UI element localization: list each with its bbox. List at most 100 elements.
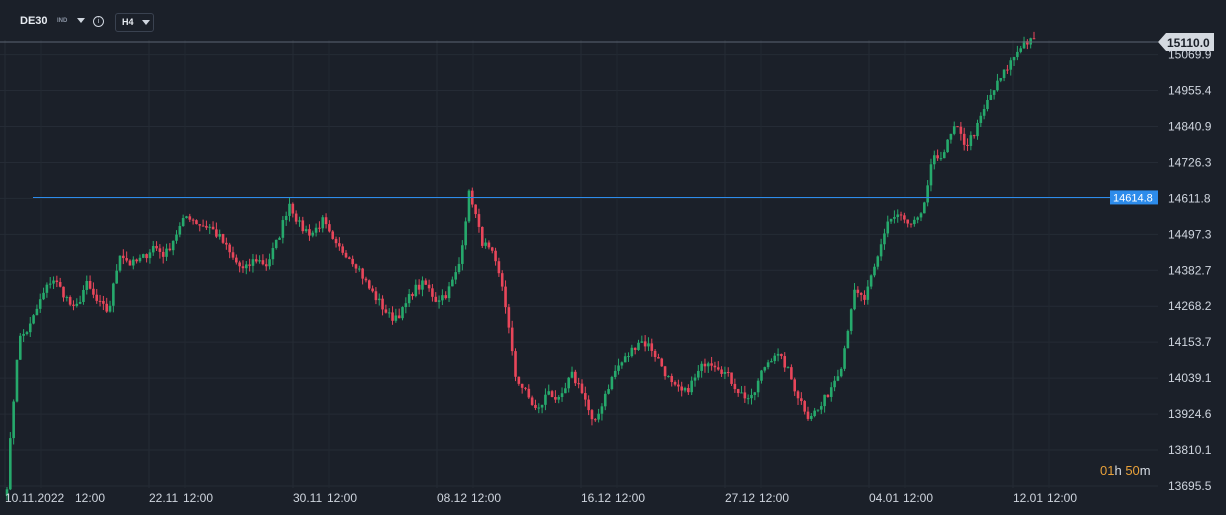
candle-body — [630, 347, 634, 357]
candle-body — [683, 388, 687, 391]
candle-body — [926, 185, 929, 203]
candle-body — [78, 301, 82, 304]
candle-body — [849, 309, 853, 331]
candle-body — [617, 365, 620, 371]
candle-body — [883, 233, 886, 245]
candle-body — [278, 237, 281, 240]
candle-body — [141, 254, 145, 258]
candle-body — [740, 392, 743, 394]
candle-body — [175, 234, 178, 241]
candle-body — [1022, 41, 1026, 49]
candle-body — [461, 245, 464, 264]
candle-body — [195, 220, 198, 225]
candle-body — [773, 355, 777, 362]
candle-body — [986, 99, 989, 110]
symbol-dropdown-icon[interactable] — [77, 18, 85, 23]
candle-body — [803, 401, 806, 412]
candle-body — [520, 383, 524, 388]
candle-body — [168, 248, 172, 251]
chevron-down-icon — [142, 20, 150, 25]
candle-body — [939, 158, 943, 160]
candle-body — [411, 294, 414, 297]
time-axis[interactable]: 10.11.2022 12:00 22.11 12:00 30.11 12:00 08.12… — [5, 491, 1077, 505]
candle-body — [161, 251, 165, 257]
candle-body — [504, 286, 507, 308]
candle-body — [474, 204, 477, 215]
candle-body — [387, 312, 391, 314]
symbol-label[interactable]: DE30 — [20, 15, 48, 27]
candle-body — [690, 380, 693, 393]
candle-body — [1006, 69, 1009, 71]
candle-body — [570, 371, 574, 378]
candle-body — [587, 399, 590, 411]
candle-body — [923, 202, 926, 214]
candle-body — [760, 370, 763, 381]
candle-body — [55, 280, 59, 283]
candle-body — [992, 90, 996, 95]
candle-body — [225, 242, 228, 245]
time-tick-label: 12:00 — [471, 491, 501, 505]
candle-body — [697, 370, 700, 378]
candle-body — [800, 398, 803, 402]
candle-body — [544, 394, 547, 405]
candle-body — [577, 383, 580, 385]
candle-body — [750, 394, 753, 399]
candle-body — [653, 350, 657, 358]
candle-body — [391, 312, 394, 321]
candle-body — [82, 289, 85, 302]
candle-countdown: 01h 50m — [1100, 463, 1151, 478]
candle-body — [198, 224, 202, 226]
candle-body — [364, 278, 368, 281]
asset-type-badge: IND — [57, 18, 68, 24]
candle-body — [903, 215, 906, 220]
price-axis[interactable]: 15069.9 14955.4 14840.9 14726.3 14611.8 14497… — [1168, 48, 1212, 493]
candle-body — [564, 388, 567, 394]
countdown-hours: 01 — [1100, 463, 1115, 478]
candle-body — [344, 252, 348, 258]
candle-body — [288, 203, 291, 216]
candle-body — [919, 213, 923, 218]
candle-body — [148, 252, 152, 259]
candle-body — [367, 280, 371, 289]
candle-body — [756, 380, 760, 393]
candle-body — [982, 109, 986, 116]
time-tick-label: 12:00 — [759, 491, 789, 505]
timeframe-select[interactable]: H4 — [115, 13, 154, 32]
candle-body — [859, 292, 863, 295]
candle-body — [38, 299, 42, 309]
candle-body — [251, 259, 255, 266]
candle-body — [417, 284, 421, 290]
candle-body — [763, 367, 767, 371]
candle-body — [115, 270, 118, 284]
candle-body — [956, 126, 959, 128]
time-tick-label: 30.11 — [293, 491, 322, 505]
candle-body — [607, 389, 610, 394]
candle-body — [959, 126, 963, 134]
info-icon[interactable]: i — [93, 16, 104, 27]
time-tick-label: 12:00 — [903, 491, 933, 505]
candle-body — [221, 234, 225, 243]
candle-body — [766, 362, 770, 368]
current-price-tag — [1158, 33, 1214, 51]
candle-body — [185, 216, 188, 219]
candle-body — [261, 260, 265, 265]
candle-body — [112, 283, 115, 306]
countdown-minutes-unit: m — [1139, 463, 1151, 478]
candle-body — [25, 332, 29, 334]
candle-body — [593, 419, 597, 421]
candle-body — [567, 377, 570, 389]
candle-body — [15, 359, 19, 402]
price-tick-label: 14039.1 — [1168, 371, 1212, 385]
candle-body — [550, 391, 554, 397]
candle-body — [98, 300, 102, 302]
candle-body — [281, 220, 285, 238]
candle-body — [215, 229, 218, 237]
candle-body — [500, 273, 504, 287]
candle-body — [703, 363, 707, 367]
candle-body — [966, 144, 969, 146]
candle-body — [381, 298, 384, 310]
candle-body — [723, 371, 727, 374]
candle-body — [733, 383, 737, 390]
candle-body — [896, 214, 900, 218]
